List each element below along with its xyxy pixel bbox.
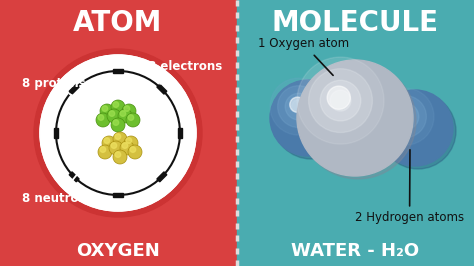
Circle shape — [96, 113, 110, 127]
Circle shape — [40, 55, 196, 211]
Circle shape — [98, 115, 104, 120]
Circle shape — [380, 93, 456, 169]
Polygon shape — [54, 128, 58, 138]
Circle shape — [120, 141, 134, 155]
Circle shape — [122, 143, 128, 148]
Circle shape — [120, 111, 126, 116]
Text: 1 Oxygen atom: 1 Oxygen atom — [258, 38, 349, 75]
Text: 2 Hydrogen atoms: 2 Hydrogen atoms — [355, 150, 464, 225]
Circle shape — [111, 143, 117, 148]
Circle shape — [107, 109, 121, 123]
Circle shape — [126, 138, 132, 143]
Circle shape — [115, 152, 121, 157]
Circle shape — [392, 103, 419, 130]
Circle shape — [297, 57, 384, 144]
Bar — [237, 0, 474, 266]
Text: ATOM: ATOM — [73, 9, 163, 37]
Circle shape — [102, 136, 116, 150]
Circle shape — [113, 102, 118, 107]
Bar — [0, 0, 237, 266]
Circle shape — [109, 111, 115, 116]
Circle shape — [100, 147, 106, 152]
Circle shape — [111, 100, 125, 114]
Circle shape — [292, 100, 305, 113]
Circle shape — [124, 136, 138, 150]
Circle shape — [109, 141, 123, 155]
Circle shape — [100, 104, 114, 118]
Circle shape — [320, 80, 361, 121]
Circle shape — [126, 113, 140, 127]
Circle shape — [113, 150, 127, 164]
Circle shape — [377, 88, 434, 145]
Circle shape — [130, 147, 136, 152]
Text: MOLECULE: MOLECULE — [272, 9, 438, 37]
Polygon shape — [157, 84, 167, 94]
Circle shape — [104, 138, 109, 143]
Circle shape — [113, 132, 127, 146]
Circle shape — [118, 109, 132, 123]
Circle shape — [399, 110, 412, 123]
Circle shape — [124, 106, 130, 111]
Circle shape — [270, 78, 327, 135]
Circle shape — [309, 69, 373, 132]
Circle shape — [285, 93, 312, 120]
Circle shape — [297, 60, 413, 176]
Circle shape — [128, 115, 134, 120]
Text: WATER - H₂O: WATER - H₂O — [291, 242, 419, 260]
Circle shape — [300, 63, 416, 179]
Circle shape — [40, 55, 196, 211]
Polygon shape — [69, 84, 79, 94]
Text: OXYGEN: OXYGEN — [76, 242, 160, 260]
Circle shape — [327, 86, 350, 109]
Circle shape — [384, 96, 427, 138]
Text: 8 electrons: 8 electrons — [148, 60, 222, 84]
Circle shape — [34, 49, 202, 217]
Circle shape — [128, 145, 142, 159]
Circle shape — [122, 104, 136, 118]
Polygon shape — [157, 172, 167, 182]
Circle shape — [98, 145, 112, 159]
Circle shape — [397, 107, 412, 122]
Circle shape — [113, 120, 118, 125]
Circle shape — [290, 97, 305, 112]
Polygon shape — [113, 69, 123, 73]
Circle shape — [273, 83, 349, 159]
Circle shape — [278, 86, 319, 127]
Text: 8 neutrons: 8 neutrons — [22, 163, 94, 205]
Circle shape — [377, 90, 453, 166]
Polygon shape — [69, 172, 79, 182]
Circle shape — [102, 106, 108, 111]
Circle shape — [270, 80, 346, 156]
Circle shape — [111, 118, 125, 132]
Circle shape — [115, 134, 121, 139]
Text: 8 protons: 8 protons — [22, 77, 86, 101]
Polygon shape — [178, 128, 182, 138]
Polygon shape — [113, 193, 123, 197]
Circle shape — [330, 90, 351, 111]
